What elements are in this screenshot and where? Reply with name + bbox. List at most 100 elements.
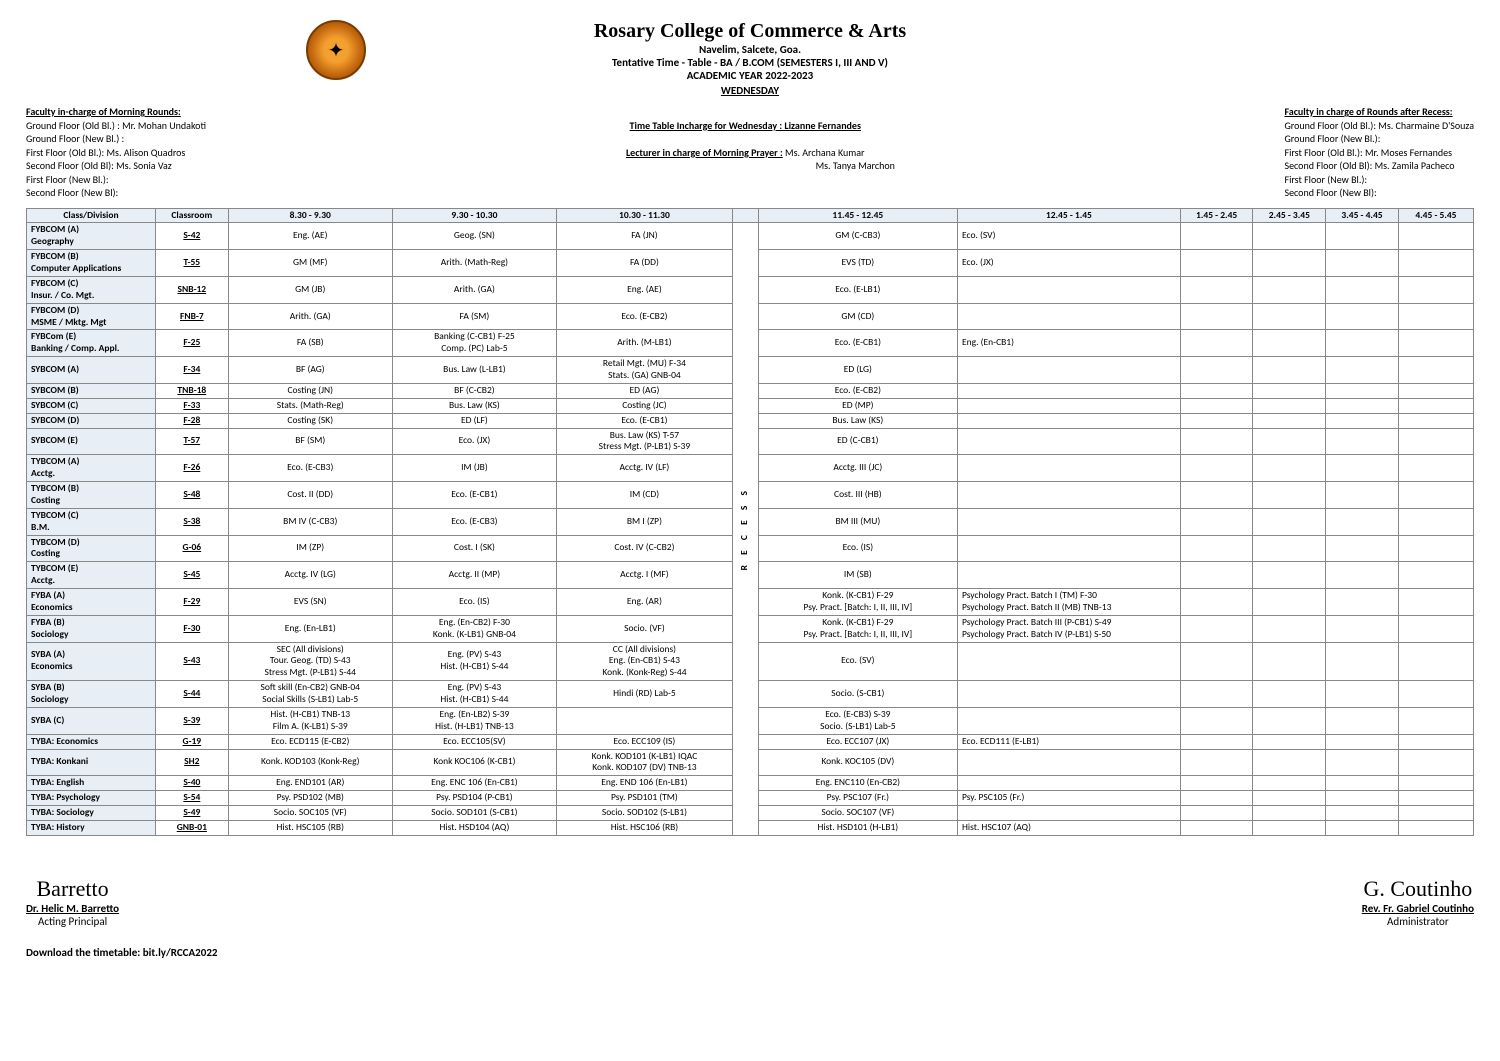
cell-room: S-49 xyxy=(155,806,228,821)
cell-period xyxy=(1253,398,1326,413)
cell-period xyxy=(1326,330,1399,357)
cell-period: Costing (SK) xyxy=(228,413,392,428)
cell-period xyxy=(958,562,1181,589)
morning-l1: Ground Floor (Old Bl.) : Mr. Mohan Undak… xyxy=(26,119,206,133)
cell-period xyxy=(958,413,1181,428)
table-body: FYBCOM (A) GeographyS-42Eng. (AE)Geog. (… xyxy=(27,223,1474,835)
recess-l4: Second Floor (Old Bl): Ms. Zamila Pachec… xyxy=(1284,159,1474,173)
cell-period xyxy=(1253,455,1326,482)
col-p7: 2.45 - 3.45 xyxy=(1253,208,1326,223)
timetable: Class/Division Classroom 8.30 - 9.30 9.3… xyxy=(26,208,1474,836)
cell-period xyxy=(1326,642,1399,681)
college-name: Rosary College of Commerce & Arts xyxy=(26,20,1474,43)
cell-period: Eng. ENC110 (En-CB2) xyxy=(758,776,957,791)
cell-room: S-42 xyxy=(155,223,228,250)
cell-period xyxy=(1253,642,1326,681)
cell-period: BM IV (C-CB3) xyxy=(228,508,392,535)
cell-period: Eng. (PV) S-43 Hist. (H-CB1) S-44 xyxy=(392,681,556,708)
cell-period xyxy=(1253,776,1326,791)
cell-room: G-06 xyxy=(155,535,228,562)
cell-period: GM (MF) xyxy=(228,250,392,277)
cell-class: TYBA: Psychology xyxy=(27,791,156,806)
cell-period xyxy=(1398,535,1473,562)
cell-period: Eng. END 106 (En-LB1) xyxy=(556,776,732,791)
cell-period: Arith. (M-LB1) xyxy=(556,330,732,357)
recess-l6: Second Floor (New Bl): xyxy=(1284,186,1474,200)
cell-class: SYBCOM (D) xyxy=(27,413,156,428)
cell-period: ED (LG) xyxy=(758,357,957,384)
cell-period xyxy=(1326,776,1399,791)
cell-period xyxy=(1326,589,1399,616)
table-row: FYBCOM (A) GeographyS-42Eng. (AE)Geog. (… xyxy=(27,223,1474,250)
cell-period xyxy=(1253,508,1326,535)
cell-period xyxy=(958,428,1181,455)
cell-period: FA (SB) xyxy=(228,330,392,357)
cell-period xyxy=(1180,357,1253,384)
cell-period xyxy=(1398,383,1473,398)
col-p8: 3.45 - 4.45 xyxy=(1326,208,1399,223)
cell-class: SYBCOM (E) xyxy=(27,428,156,455)
cell-period xyxy=(1253,250,1326,277)
cell-period xyxy=(1253,562,1326,589)
cell-period xyxy=(1180,535,1253,562)
cell-period xyxy=(1253,482,1326,509)
cell-period: Bus. Law (L-LB1) xyxy=(392,357,556,384)
recess-l2: Ground Floor (New Bl.): xyxy=(1284,132,1474,146)
cell-period xyxy=(1180,455,1253,482)
cell-period xyxy=(1253,357,1326,384)
cell-period: Socio. SOD101 (S-CB1) xyxy=(392,806,556,821)
cell-period xyxy=(1180,642,1253,681)
cell-room: S-39 xyxy=(155,707,228,734)
cell-period xyxy=(958,508,1181,535)
cell-period: Cost. II (DD) xyxy=(228,482,392,509)
cell-period xyxy=(1180,749,1253,776)
cell-period xyxy=(1326,681,1399,708)
cell-period xyxy=(1326,707,1399,734)
cell-period: Eco. ECC107 (JX) xyxy=(758,734,957,749)
download-link: Download the timetable: bit.ly/RCCA2022 xyxy=(26,946,1474,959)
cell-period: Konk. KOC105 (DV) xyxy=(758,749,957,776)
cell-period xyxy=(1398,223,1473,250)
cell-period xyxy=(1180,707,1253,734)
cell-period: Retail Mgt. (MU) F-34 Stats. (GA) GNB-04 xyxy=(556,357,732,384)
cell-class: FYBCOM (A) Geography xyxy=(27,223,156,250)
cell-period: ED (LF) xyxy=(392,413,556,428)
cell-period: Cost. I (SK) xyxy=(392,535,556,562)
cell-period: Eco. ECD115 (E-CB2) xyxy=(228,734,392,749)
col-p2: 9.30 - 10.30 xyxy=(392,208,556,223)
col-recess xyxy=(732,208,758,223)
cell-period xyxy=(1398,330,1473,357)
sig-right-hand: G. Coutinho xyxy=(1362,876,1474,902)
cell-period: Socio. SOC105 (VF) xyxy=(228,806,392,821)
cell-period xyxy=(1398,681,1473,708)
cell-room: S-54 xyxy=(155,791,228,806)
cell-period: ED (MP) xyxy=(758,398,957,413)
cell-period xyxy=(1253,413,1326,428)
sig-left-name: Dr. Helic M. Barretto xyxy=(26,902,119,915)
cell-period: Eng. (En-LB2) S-39 Hist. (H-LB1) TNB-13 xyxy=(392,707,556,734)
cell-period xyxy=(1326,749,1399,776)
cell-room: TNB-18 xyxy=(155,383,228,398)
cell-period: Hist. HSC106 (RB) xyxy=(556,820,732,835)
cell-period: Banking (C-CB1) F-25 Comp. (PC) Lab-5 xyxy=(392,330,556,357)
cell-class: TYBCOM (C) B.M. xyxy=(27,508,156,535)
cell-period xyxy=(1180,615,1253,642)
cell-period: Arith. (GA) xyxy=(392,276,556,303)
cell-period xyxy=(1180,791,1253,806)
cell-period: Eco. ECD111 (E-LB1) xyxy=(958,734,1181,749)
cell-period: Cost. III (HB) xyxy=(758,482,957,509)
cell-period: IM (CD) xyxy=(556,482,732,509)
cell-period: Hist. HSD101 (H-LB1) xyxy=(758,820,957,835)
info-row: Faculty in-charge of Morning Rounds: Gro… xyxy=(26,105,1474,200)
cell-period xyxy=(1326,535,1399,562)
cell-period xyxy=(1326,562,1399,589)
cell-period: CC (All divisions) Eng. (En-CB1) S-43 Ko… xyxy=(556,642,732,681)
recess-l3: First Floor (Old Bl.): Mr. Moses Fernand… xyxy=(1284,146,1474,160)
cell-class: SYBCOM (B) xyxy=(27,383,156,398)
college-logo: ✦ xyxy=(306,20,366,80)
cell-period: Konk. KOD101 (K-LB1) IQAC Konk. KOD107 (… xyxy=(556,749,732,776)
cell-period xyxy=(958,276,1181,303)
cell-period xyxy=(1326,508,1399,535)
cell-period: Eng. END101 (AR) xyxy=(228,776,392,791)
cell-room: F-33 xyxy=(155,398,228,413)
